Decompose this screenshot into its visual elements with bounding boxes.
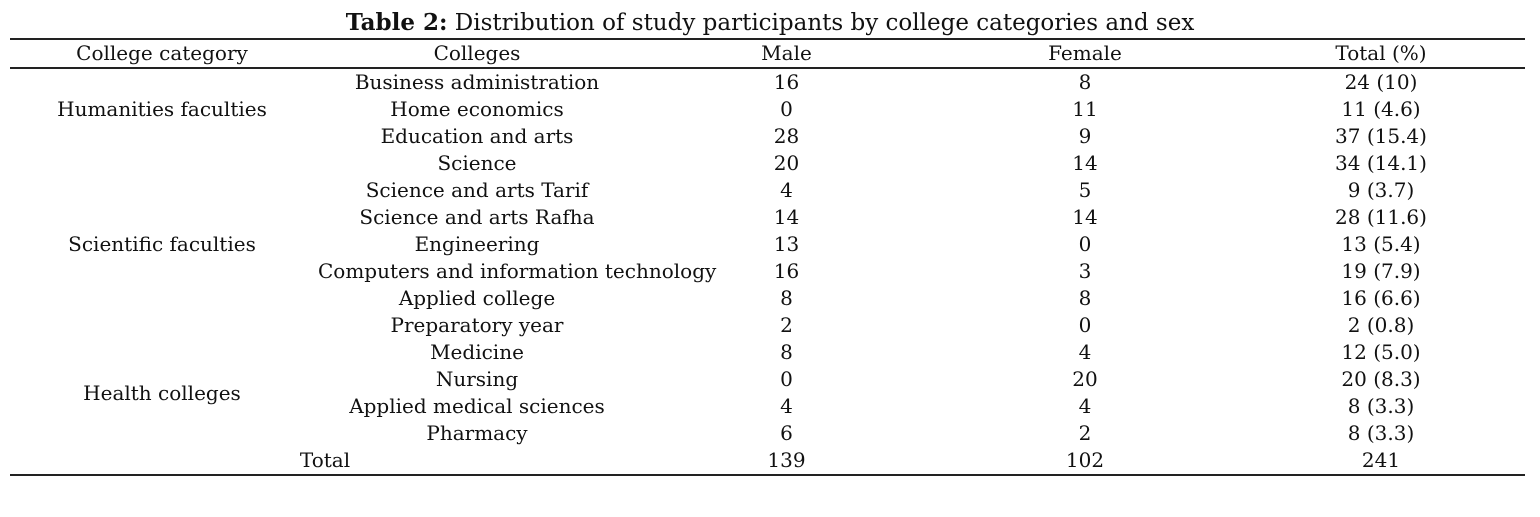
male-cell: 2 — [780, 313, 793, 337]
table-row: Education and arts 28 9 37 (15.4) — [10, 123, 1525, 150]
male-cell: 28 — [773, 124, 800, 148]
female-cell: 9 — [1078, 124, 1092, 148]
col-header-female: Female — [1048, 41, 1122, 65]
college-cell: Nursing — [435, 367, 519, 391]
college-cell: Science — [437, 151, 517, 175]
college-cell: Medicine — [430, 340, 524, 364]
college-cell: Science and arts Tarif — [365, 178, 589, 202]
female-cell: 20 — [1072, 367, 1098, 391]
table-number: Table 2: — [345, 9, 448, 36]
table-row: Nursing 0 20 20 (8.3) — [10, 366, 1525, 393]
grand-total-cell: 241 — [1361, 448, 1401, 472]
total-label: Total — [299, 448, 351, 472]
college-cell: Preparatory year — [390, 313, 564, 337]
male-cell: 4 — [780, 394, 793, 418]
female-cell: 14 — [1072, 151, 1098, 175]
table-row: Preparatory year 2 0 2 (0.8) — [10, 312, 1525, 339]
table-row: Applied medical sciences 4 4 8 (3.3) — [10, 393, 1525, 420]
total-cell: 9 (3.7) — [1347, 178, 1415, 202]
female-cell: 4 — [1078, 340, 1092, 364]
table-row: Science and arts Rafha 14 14 28 (11.6) — [10, 204, 1525, 231]
female-cell: 0 — [1078, 232, 1092, 256]
female-cell: 5 — [1078, 178, 1092, 202]
college-cell: Pharmacy — [426, 421, 528, 445]
total-cell: 2 (0.8) — [1347, 313, 1415, 337]
total-cell: 8 (3.3) — [1347, 394, 1415, 418]
college-cell: Applied medical sciences — [349, 394, 605, 418]
male-cell: 16 — [773, 70, 800, 94]
male-cell: 13 — [773, 232, 800, 256]
total-cell: 28 (11.6) — [1335, 205, 1427, 229]
table-row: Home economics 0 11 11 (4.6) — [10, 96, 1525, 123]
category-cell: Humanities faculties — [57, 97, 267, 121]
total-cell: 16 (6.6) — [1341, 286, 1421, 310]
college-cell: Home economics — [390, 97, 564, 121]
total-cell: 37 (15.4) — [1335, 124, 1427, 148]
female-cell: 8 — [1078, 286, 1092, 310]
male-cell: 8 — [780, 286, 793, 310]
college-cell: Computers and information technology — [318, 259, 717, 283]
table-row: Pharmacy 6 2 8 (3.3) — [10, 420, 1525, 447]
table-row: Humanities faculties Business administra… — [10, 68, 1525, 121]
male-cell: 14 — [773, 205, 800, 229]
total-cell: 20 (8.3) — [1341, 367, 1421, 391]
female-cell: 4 — [1078, 394, 1092, 418]
female-cell: 11 — [1072, 97, 1098, 121]
table-row: Engineering 13 0 13 (5.4) — [10, 231, 1525, 258]
male-cell: 0 — [780, 97, 793, 121]
col-header-colleges: Colleges — [433, 41, 521, 65]
male-cell: 20 — [773, 151, 800, 175]
college-cell: Applied college — [398, 286, 556, 310]
category-cell: Scientific faculties — [68, 232, 256, 256]
category-cell: Health colleges — [83, 380, 241, 405]
total-row: Total 139 102 241 — [10, 447, 1525, 475]
col-header-total: Total (%) — [1335, 41, 1427, 65]
male-cell: 16 — [773, 259, 800, 283]
table-row: Health colleges Medicine 8 4 12 (5.0) — [10, 339, 1525, 405]
table-title: Distribution of study participants by co… — [447, 10, 1195, 36]
col-header-male: Male — [761, 41, 812, 65]
col-header-college-category: College category — [76, 41, 248, 65]
total-cell: 11 (4.6) — [1341, 97, 1421, 121]
table-row: Scientific faculties Science 20 14 34 (1… — [10, 150, 1525, 256]
college-cell: Engineering — [414, 232, 540, 256]
female-cell: 2 — [1078, 421, 1092, 445]
participants-table: College category Colleges Male Female To… — [10, 38, 1525, 476]
table-caption: Table 2: Distribution of study participa… — [0, 8, 1540, 38]
table-row: Computers and information technology 16 … — [10, 258, 1525, 285]
total-female-cell: 102 — [1065, 448, 1105, 472]
total-cell: 24 (10) — [1344, 70, 1418, 94]
college-cell: Business administration — [354, 70, 600, 94]
male-cell: 8 — [780, 340, 793, 364]
female-cell: 14 — [1072, 205, 1098, 229]
male-cell: 6 — [780, 421, 793, 445]
table-row: Applied college 8 8 16 (6.6) — [10, 285, 1525, 312]
table-row: Science and arts Tarif 4 5 9 (3.7) — [10, 177, 1525, 204]
college-cell: Education and arts — [380, 124, 574, 148]
total-male-cell: 139 — [767, 448, 806, 472]
female-cell: 0 — [1078, 313, 1092, 337]
total-cell: 34 (14.1) — [1335, 151, 1427, 175]
total-cell: 19 (7.9) — [1341, 259, 1421, 283]
total-cell: 8 (3.3) — [1347, 421, 1415, 445]
female-cell: 3 — [1078, 259, 1092, 283]
total-cell: 13 (5.4) — [1341, 232, 1421, 256]
male-cell: 0 — [780, 367, 793, 391]
male-cell: 4 — [780, 178, 793, 202]
header-row: College category Colleges Male Female To… — [10, 39, 1525, 68]
college-cell: Science and arts Rafha — [359, 205, 595, 229]
female-cell: 8 — [1078, 70, 1092, 94]
total-cell: 12 (5.0) — [1341, 340, 1421, 364]
